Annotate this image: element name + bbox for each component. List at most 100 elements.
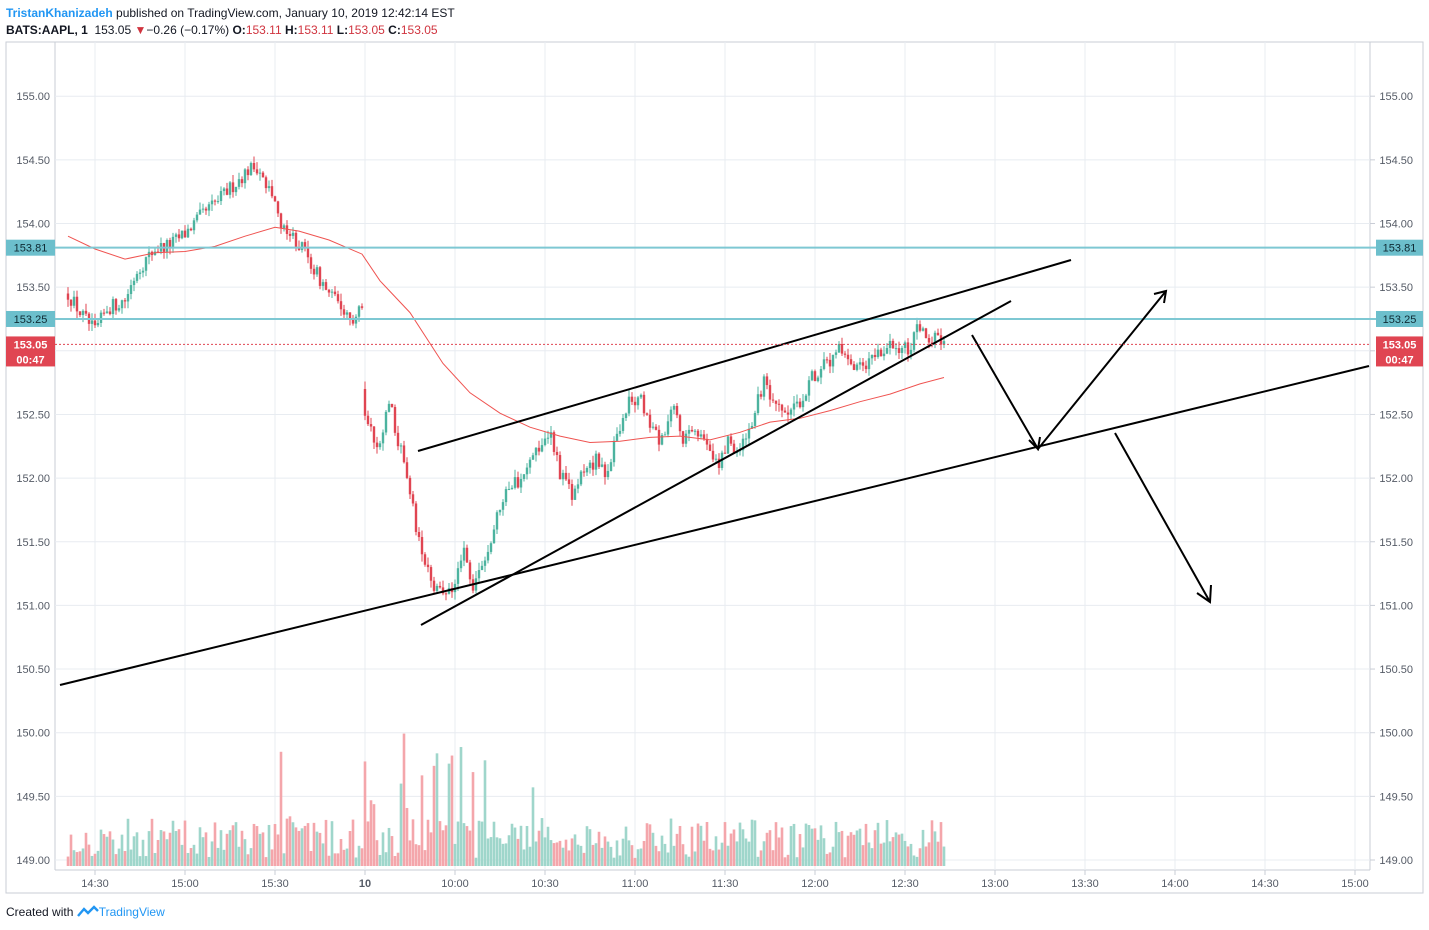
volume-bar (501, 843, 505, 866)
volume-bar (348, 831, 352, 866)
candle-body (633, 401, 637, 406)
volume-bar (585, 826, 589, 866)
price-chart[interactable]: 149.00 149.50 150.00 150.50 151.00 151.50 152.… (0, 0, 1429, 900)
candle-body (528, 459, 532, 468)
volume-bar (846, 835, 850, 866)
candle-body (480, 565, 484, 571)
down-arrow-icon: ▼ (134, 23, 147, 37)
volume-bar (666, 852, 670, 866)
candle-body (519, 478, 523, 488)
candle-body (927, 337, 931, 343)
volume-bar (471, 772, 475, 866)
candle-body (93, 320, 97, 326)
chart-header: TristanKhanizadeh published on TradingVi… (6, 5, 455, 39)
candle-body (378, 443, 382, 448)
candle-body (345, 312, 349, 315)
candle-body (327, 289, 331, 293)
tradingview-brand-link[interactable]: TradingView (98, 905, 165, 919)
volume-bar (582, 852, 586, 866)
volume-bar (417, 845, 421, 866)
candle-body (96, 322, 100, 326)
candle-body (663, 434, 667, 436)
candle-body (813, 371, 817, 382)
volume-bar (621, 838, 625, 866)
candle-body (261, 172, 265, 178)
candle-body (432, 580, 436, 591)
candle-body (201, 208, 205, 210)
candle-body (717, 458, 721, 468)
last-price-tag (6, 336, 55, 367)
candle-body (66, 293, 70, 300)
symbol-label: BATS:AAPL, 1 (6, 23, 88, 37)
candle-body (168, 240, 172, 249)
volume-bar (369, 800, 373, 866)
candle-body (924, 328, 928, 338)
candle-body (504, 489, 508, 503)
candle-body (816, 377, 820, 382)
candle-body (648, 414, 652, 428)
volume-bar (645, 823, 649, 866)
candle-body (357, 306, 361, 317)
candle-body (483, 560, 487, 566)
candle-body (561, 472, 565, 480)
volume-bar (210, 841, 214, 866)
candle-body (210, 200, 214, 205)
volume-bar (201, 837, 205, 866)
volume-bar (885, 820, 889, 866)
volume-bar (219, 830, 223, 866)
candle-body (630, 396, 634, 402)
volume-bar (588, 829, 592, 866)
candle-body (267, 186, 271, 189)
volume-bar (630, 845, 634, 866)
volume-bar (489, 837, 493, 866)
candle-body (573, 488, 577, 500)
candle-body (348, 312, 352, 320)
volume-bar (792, 823, 796, 866)
volume-bar (450, 755, 454, 866)
candle-body (294, 232, 298, 248)
candle-body (186, 228, 190, 238)
y-tick-label-right: 154.00 (1379, 219, 1413, 231)
volume-bar (768, 830, 772, 866)
y-tick-label-left: 154.50 (16, 155, 50, 167)
volume-bar (324, 819, 328, 866)
candle-body (306, 247, 310, 258)
candle-body (834, 352, 838, 355)
candle-body (390, 403, 394, 408)
close-value: 153.05 (400, 23, 438, 37)
x-tick-label: 15:00 (1341, 878, 1369, 890)
volume-bar (738, 822, 742, 866)
candle-body (576, 484, 580, 489)
candle-body (888, 340, 892, 348)
y-tick-label-left: 155.00 (16, 91, 50, 103)
volume-bar (537, 830, 541, 866)
volume-bar (726, 845, 730, 866)
time-axis[interactable]: 14:30 15:00 15:30 10 10:00 10:30 11:00 11:30 12:… (81, 870, 1369, 890)
author-link[interactable]: TristanKhanizadeh (6, 6, 113, 20)
trend-drawings[interactable] (59, 259, 1370, 686)
volume-bar (78, 851, 82, 866)
candle-body (123, 300, 127, 302)
volume-bar (876, 822, 880, 866)
candle-body (753, 413, 757, 426)
volume-bar (432, 765, 436, 866)
volume-bar (168, 832, 172, 866)
candle-body (72, 296, 76, 306)
y-tick-label-left: 152.00 (16, 473, 50, 485)
volume-bar (270, 849, 274, 866)
volume-bar (570, 838, 574, 866)
candle-body (429, 567, 433, 581)
x-tick-label: 10:30 (531, 878, 559, 890)
candle-body (807, 380, 811, 396)
x-tick-label: 11:00 (622, 878, 649, 890)
candle-body (870, 354, 874, 359)
candle-body (99, 312, 103, 323)
volume-bar (744, 838, 748, 866)
volume-bar (96, 850, 100, 866)
volume-bar (198, 827, 202, 866)
candle-body (699, 434, 703, 437)
volume-bar (525, 825, 529, 866)
horizontal-levels[interactable]: 153.81 153.81 153.25 153.25 (6, 239, 1423, 327)
candle-body (582, 471, 586, 473)
volume-bar (114, 854, 118, 866)
